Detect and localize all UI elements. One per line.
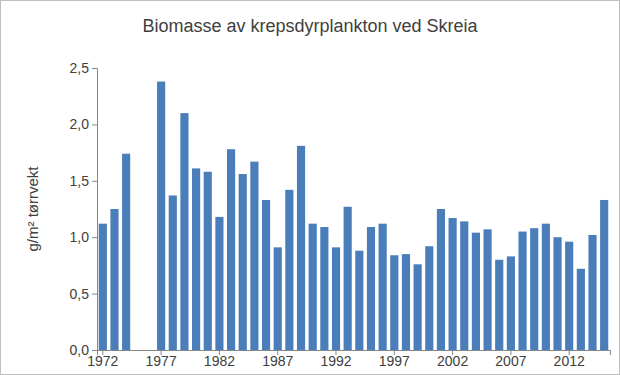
bar bbox=[110, 209, 118, 350]
bar bbox=[332, 247, 340, 350]
x-tick: 1982 bbox=[204, 350, 235, 369]
bar bbox=[577, 269, 585, 350]
bar bbox=[367, 227, 375, 350]
bar bbox=[250, 162, 258, 350]
chart: 0,00,51,01,52,02,51972197719821987199219… bbox=[0, 0, 620, 375]
bar bbox=[472, 233, 480, 350]
bar bbox=[99, 224, 107, 350]
x-tick-label: 2012 bbox=[554, 353, 585, 369]
y-tick: 0,5 bbox=[70, 286, 97, 302]
x-tick-label: 1997 bbox=[379, 353, 410, 369]
bar bbox=[518, 232, 526, 350]
y-tick-mark bbox=[92, 181, 97, 182]
bar bbox=[460, 221, 468, 350]
x-tick: 2002 bbox=[437, 350, 468, 369]
y-tick-mark bbox=[92, 124, 97, 125]
y-tick: 1,5 bbox=[70, 173, 97, 189]
bar bbox=[530, 228, 538, 350]
x-tick: 1972 bbox=[87, 350, 118, 369]
bar bbox=[449, 218, 457, 350]
x-tick-label: 2002 bbox=[437, 353, 468, 369]
y-axis: 0,0 0,5 1,0 1,5 2,0 2,5 bbox=[70, 60, 98, 358]
x-tick: 1977 bbox=[146, 350, 177, 369]
x-tick-label: 1992 bbox=[320, 353, 351, 369]
x-tick-label: 2007 bbox=[495, 353, 526, 369]
plot-area bbox=[99, 82, 609, 350]
bar bbox=[239, 174, 247, 350]
x-axis: 1972 1977 1982 1987 1992 1997 2002 2007 2012 bbox=[87, 350, 610, 369]
bar bbox=[425, 246, 433, 350]
bar bbox=[437, 209, 445, 350]
bar bbox=[344, 207, 352, 350]
bar bbox=[553, 237, 561, 350]
y-tick: 1,0 bbox=[70, 229, 97, 245]
bar bbox=[565, 242, 573, 350]
bar bbox=[180, 113, 188, 350]
bar bbox=[227, 149, 235, 350]
bar bbox=[542, 224, 550, 350]
x-tick-label: 1972 bbox=[87, 353, 118, 369]
bar bbox=[320, 227, 328, 350]
x-tick: 1997 bbox=[379, 350, 410, 369]
bar bbox=[157, 82, 165, 350]
bar bbox=[379, 224, 387, 350]
bar bbox=[262, 200, 270, 350]
y-tick-label: 1,0 bbox=[70, 229, 90, 245]
chart-frame bbox=[1, 1, 620, 375]
y-tick-label: 0,5 bbox=[70, 286, 90, 302]
y-tick-mark bbox=[92, 294, 97, 295]
y-tick-label: 0,0 bbox=[70, 342, 90, 358]
bar bbox=[169, 195, 177, 350]
bar bbox=[309, 224, 317, 350]
y-tick-mark bbox=[92, 68, 97, 69]
y-tick-mark bbox=[92, 350, 97, 351]
y-tick-label: 2,5 bbox=[70, 60, 90, 76]
y-tick-label: 1,5 bbox=[70, 173, 90, 189]
y-tick-label: 2,0 bbox=[70, 116, 90, 132]
bar bbox=[414, 264, 422, 350]
x-tick: 2012 bbox=[554, 350, 585, 369]
title: Biomasse av krepsdyrplankton ved Skreia bbox=[142, 16, 478, 36]
bar bbox=[192, 168, 200, 350]
bar bbox=[402, 254, 410, 350]
bar bbox=[355, 251, 363, 350]
bar bbox=[285, 190, 293, 350]
bar bbox=[274, 247, 282, 350]
x-tick-label: 1977 bbox=[146, 353, 177, 369]
bar bbox=[483, 229, 491, 350]
bar bbox=[390, 255, 398, 350]
y-tick: 2,5 bbox=[70, 60, 97, 76]
x-tick: 2007 bbox=[495, 350, 526, 369]
y-tick: 2,0 bbox=[70, 116, 97, 132]
bar bbox=[588, 235, 596, 350]
y-axis-line bbox=[92, 69, 98, 351]
x-tick-label: 1987 bbox=[262, 353, 293, 369]
bar bbox=[122, 154, 130, 350]
bar bbox=[495, 260, 503, 350]
bar bbox=[204, 172, 212, 350]
y-axis-title: g/m² tørrvekt bbox=[24, 166, 41, 252]
bar bbox=[507, 256, 515, 350]
x-tick: 1992 bbox=[320, 350, 351, 369]
y-tick-mark bbox=[92, 237, 97, 238]
bar bbox=[215, 217, 223, 350]
x-tick: 1987 bbox=[262, 350, 293, 369]
x-tick-label: 1982 bbox=[204, 353, 235, 369]
bar bbox=[297, 146, 305, 350]
bar bbox=[600, 200, 608, 350]
